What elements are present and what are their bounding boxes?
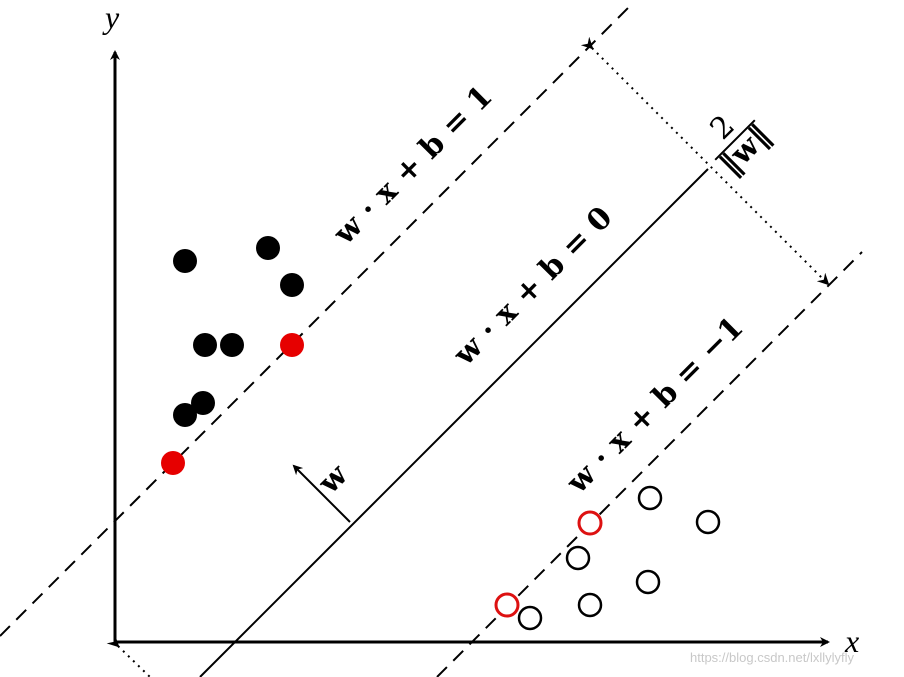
margin-fraction: 2 ‖w‖ — [704, 109, 778, 183]
y-axis-label: y — [102, 0, 120, 35]
support-vector — [494, 592, 520, 618]
point — [517, 605, 543, 631]
upper-margin — [0, 7, 629, 637]
point — [637, 485, 663, 511]
fraction-bar — [714, 119, 756, 161]
point — [193, 333, 217, 357]
support-vector — [161, 451, 185, 475]
negative-support-vectors — [494, 510, 603, 618]
margin-arrow-small — [106, 634, 151, 677]
point — [577, 592, 603, 618]
support-vector — [280, 333, 304, 357]
point — [220, 333, 244, 357]
point — [565, 545, 591, 571]
watermark: https://blog.csdn.net/lxllylyfly — [690, 650, 855, 665]
positive-support-vectors — [161, 333, 304, 475]
support-vector — [577, 510, 603, 536]
negative-points — [517, 485, 721, 631]
point — [191, 391, 215, 415]
x-axis-label: x — [844, 623, 859, 659]
positive-points — [173, 236, 304, 427]
point — [173, 249, 197, 273]
point — [280, 273, 304, 297]
normal-vector — [292, 464, 351, 523]
point — [173, 403, 197, 427]
point — [635, 569, 661, 595]
point — [256, 236, 280, 260]
point — [695, 509, 721, 535]
